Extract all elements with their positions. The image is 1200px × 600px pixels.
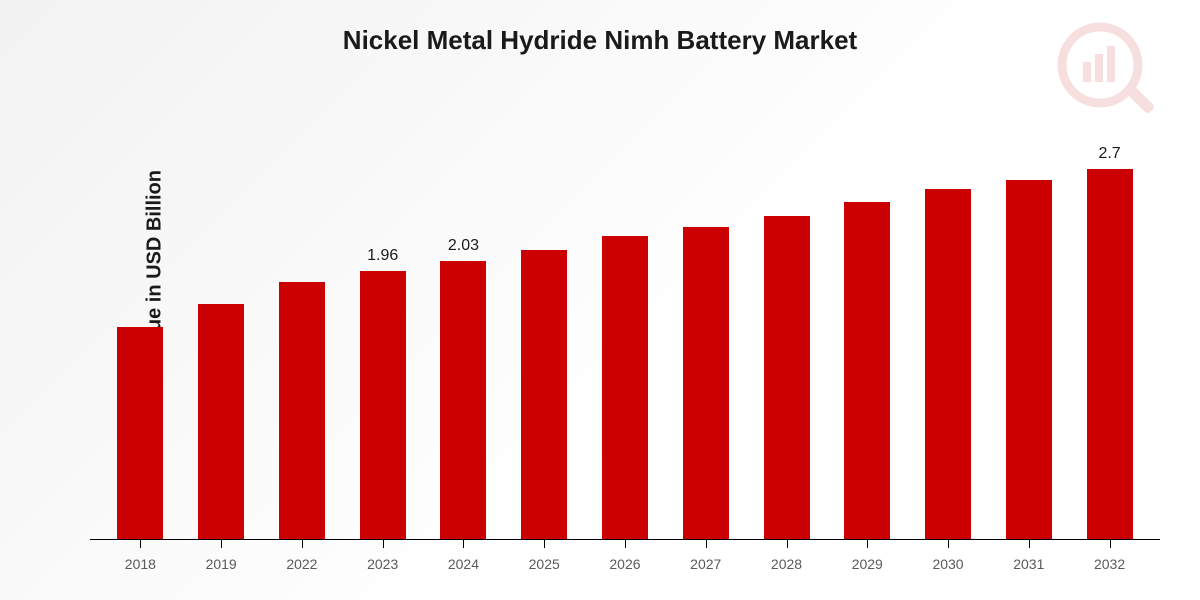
x-axis-label: 2027: [690, 556, 721, 572]
bar: [360, 271, 406, 541]
x-tick: [706, 540, 707, 548]
x-axis-label: 2019: [206, 556, 237, 572]
x-tick: [1029, 540, 1030, 548]
bar: [1087, 169, 1133, 540]
x-tick: [221, 540, 222, 548]
bar-slot: 2022: [262, 100, 343, 540]
x-tick: [463, 540, 464, 548]
x-tick: [1110, 540, 1111, 548]
bar: [764, 216, 810, 541]
chart-title: Nickel Metal Hydride Nimh Battery Market: [0, 25, 1200, 56]
x-axis-label: 2025: [529, 556, 560, 572]
x-axis-label: 2026: [609, 556, 640, 572]
x-axis-label: 2031: [1013, 556, 1044, 572]
bar-slot: 2025: [504, 100, 585, 540]
bar-slot: 2031: [988, 100, 1069, 540]
bar-slot: 2026: [585, 100, 666, 540]
x-tick: [948, 540, 949, 548]
bar: [1006, 180, 1052, 540]
bar-slot: 2029: [827, 100, 908, 540]
bar-slot: 2027: [665, 100, 746, 540]
bar-slot: 2.72032: [1069, 100, 1150, 540]
x-axis-label: 2024: [448, 556, 479, 572]
bar: [683, 227, 729, 541]
bar-slot: 1.962023: [342, 100, 423, 540]
x-axis-label: 2028: [771, 556, 802, 572]
x-tick: [787, 540, 788, 548]
plot-area: 2018201920221.9620232.032024202520262027…: [90, 100, 1160, 540]
x-tick: [625, 540, 626, 548]
bar: [925, 189, 971, 540]
bar: [844, 202, 890, 540]
bar: [279, 282, 325, 541]
bar: [602, 236, 648, 540]
x-axis-label: 2018: [125, 556, 156, 572]
x-tick: [867, 540, 868, 548]
bar: [521, 250, 567, 540]
bar: [440, 261, 486, 540]
bar-value-label: 1.96: [367, 247, 398, 265]
x-axis-label: 2030: [932, 556, 963, 572]
x-tick: [544, 540, 545, 548]
bar: [117, 327, 163, 540]
x-tick: [383, 540, 384, 548]
x-axis-label: 2023: [367, 556, 398, 572]
bar-value-label: 2.7: [1098, 145, 1120, 163]
bar: [198, 304, 244, 541]
x-axis-baseline: [90, 539, 1160, 540]
bar-value-label: 2.03: [448, 237, 479, 255]
x-tick: [302, 540, 303, 548]
bar-slot: 2018: [100, 100, 181, 540]
x-axis-label: 2022: [286, 556, 317, 572]
x-axis-label: 2032: [1094, 556, 1125, 572]
bar-slot: 2028: [746, 100, 827, 540]
bar-slot: 2019: [181, 100, 262, 540]
x-tick: [140, 540, 141, 548]
x-axis-label: 2029: [852, 556, 883, 572]
bar-slot: 2030: [908, 100, 989, 540]
bar-slot: 2.032024: [423, 100, 504, 540]
bars-container: 2018201920221.9620232.032024202520262027…: [90, 100, 1160, 540]
